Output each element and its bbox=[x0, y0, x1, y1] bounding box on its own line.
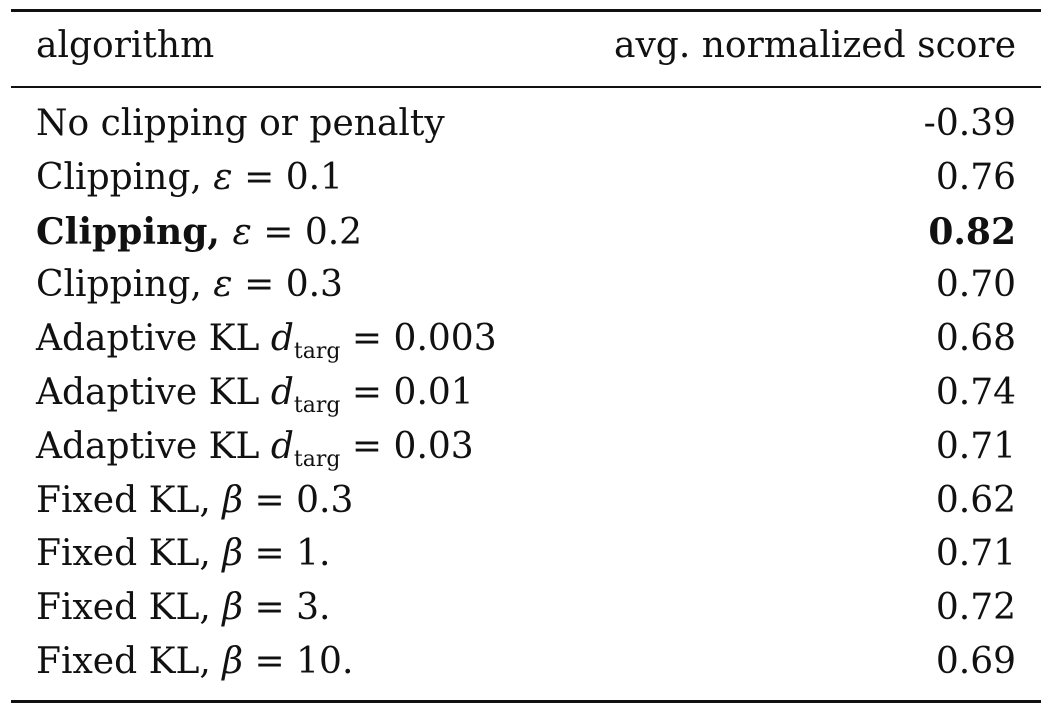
header-algorithm: algorithm bbox=[36, 25, 215, 66]
algorithm-name: Fixed KL, bbox=[36, 641, 223, 682]
algorithm-cell: Adaptive KL dtarg = 0.03 bbox=[36, 426, 474, 471]
score-cell: 0.62 bbox=[935, 480, 1016, 521]
algorithm-name: Fixed KL, bbox=[36, 480, 223, 521]
equals-sign: = bbox=[232, 264, 286, 305]
equals-sign: = bbox=[251, 212, 305, 253]
parameter-value: 0.03 bbox=[393, 426, 474, 467]
equals-sign: = bbox=[232, 157, 286, 198]
algorithm-cell: Clipping, ε = 0.3 bbox=[36, 267, 343, 303]
parameter-symbol: d bbox=[270, 426, 294, 467]
parameter-value: 0.01 bbox=[393, 372, 474, 413]
score-cell: 0.70 bbox=[935, 264, 1016, 305]
score-cell: 0.76 bbox=[935, 157, 1016, 198]
parameter-symbol: β bbox=[222, 587, 244, 628]
score-cell: 0.71 bbox=[935, 533, 1016, 574]
bottom-rule bbox=[11, 700, 1041, 703]
algorithm-cell: Fixed KL, β = 1. bbox=[36, 536, 331, 572]
equals-sign: = bbox=[340, 318, 394, 359]
algorithm-name: No clipping or penalty bbox=[36, 103, 445, 144]
score-cell: 0.68 bbox=[935, 318, 1016, 359]
parameter-value: 0.3 bbox=[296, 480, 354, 521]
top-rule bbox=[11, 9, 1041, 12]
parameter-symbol: d bbox=[270, 318, 294, 359]
equals-sign: = bbox=[243, 480, 297, 521]
parameter-value: 0.003 bbox=[393, 318, 497, 359]
header-rule bbox=[11, 86, 1041, 88]
equals-sign: = bbox=[243, 641, 297, 682]
algorithm-name: Fixed KL, bbox=[36, 587, 223, 628]
parameter-symbol: ε bbox=[213, 264, 233, 305]
equals-sign: = bbox=[340, 426, 394, 467]
score-cell: 0.71 bbox=[935, 426, 1016, 467]
parameter-value: 0.2 bbox=[304, 212, 363, 253]
equals-sign: = bbox=[243, 533, 297, 574]
score-cell: 0.74 bbox=[935, 372, 1016, 413]
algorithm-name: Adaptive KL bbox=[36, 318, 271, 359]
algorithm-name: Clipping, bbox=[36, 157, 214, 198]
algorithm-name: Clipping, bbox=[36, 211, 233, 253]
parameter-value: 0.1 bbox=[285, 157, 343, 198]
algorithm-cell: Clipping, ε = 0.1 bbox=[36, 160, 343, 196]
parameter-symbol: ε bbox=[232, 212, 252, 253]
parameter-subscript: targ bbox=[293, 447, 341, 472]
parameter-subscript: targ bbox=[293, 339, 341, 364]
score-cell: -0.39 bbox=[923, 103, 1016, 144]
parameter-subscript: targ bbox=[293, 393, 341, 418]
algorithm-name: Clipping, bbox=[36, 264, 214, 305]
algorithm-name: Adaptive KL bbox=[36, 426, 271, 467]
score-cell: 0.69 bbox=[935, 641, 1016, 682]
equals-sign: = bbox=[340, 372, 394, 413]
algorithm-cell: Fixed KL, β = 3. bbox=[36, 590, 331, 626]
parameter-symbol: β bbox=[222, 533, 244, 574]
algorithm-cell: Fixed KL, β = 0.3 bbox=[36, 483, 353, 519]
parameter-value: 3. bbox=[296, 587, 331, 628]
equals-sign: = bbox=[243, 587, 297, 628]
parameter-value: 0.3 bbox=[285, 264, 343, 305]
score-cell: 0.82 bbox=[928, 211, 1016, 253]
parameter-symbol: ε bbox=[213, 157, 233, 198]
parameter-symbol: β bbox=[222, 480, 244, 521]
parameter-value: 1. bbox=[296, 533, 331, 574]
algorithm-cell: Adaptive KL dtarg = 0.003 bbox=[36, 318, 497, 363]
algorithm-name: Adaptive KL bbox=[36, 372, 271, 413]
algorithm-cell: Clipping, ε = 0.2 bbox=[36, 214, 362, 251]
algorithm-cell: Fixed KL, β = 10. bbox=[36, 644, 353, 680]
parameter-symbol: d bbox=[270, 372, 294, 413]
algorithm-name: Fixed KL, bbox=[36, 533, 223, 574]
parameter-value: 10. bbox=[296, 641, 354, 682]
header-score: avg. normalized score bbox=[613, 25, 1016, 66]
score-cell: 0.72 bbox=[935, 587, 1016, 628]
algorithm-cell: No clipping or penalty bbox=[36, 106, 445, 142]
parameter-symbol: β bbox=[222, 641, 244, 682]
algorithm-cell: Adaptive KL dtarg = 0.01 bbox=[36, 372, 474, 417]
